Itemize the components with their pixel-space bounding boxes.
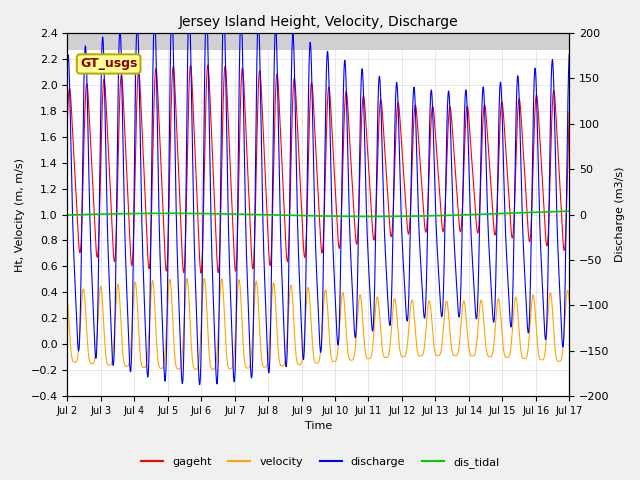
Y-axis label: Discharge (m3/s): Discharge (m3/s) xyxy=(615,167,625,262)
Y-axis label: Ht, Velocity (m, m/s): Ht, Velocity (m, m/s) xyxy=(15,157,25,272)
Text: GT_usgs: GT_usgs xyxy=(80,58,138,71)
Legend: gageht, velocity, discharge, dis_tidal: gageht, velocity, discharge, dis_tidal xyxy=(136,452,504,472)
Bar xyxy=(67,33,569,50)
Title: Jersey Island Height, Velocity, Discharge: Jersey Island Height, Velocity, Discharg… xyxy=(179,15,458,29)
X-axis label: Time: Time xyxy=(305,421,332,432)
